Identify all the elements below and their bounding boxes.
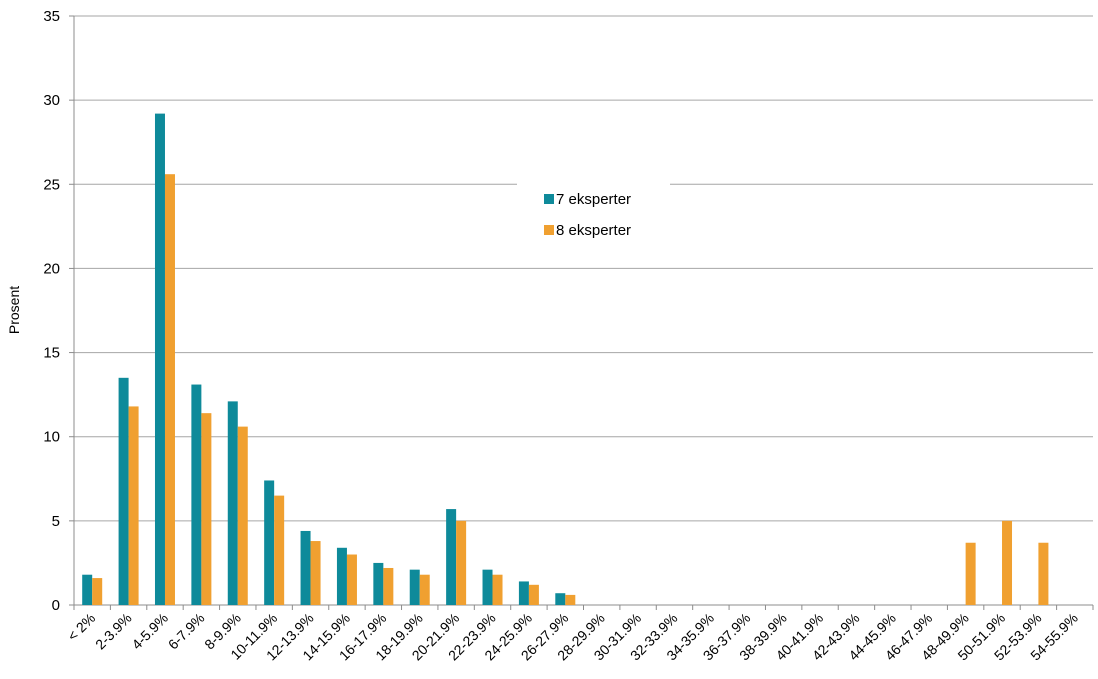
bar-series-2-1 <box>128 406 139 605</box>
bar-series-2-12 <box>528 584 539 605</box>
bar-series-1-1 <box>118 377 129 605</box>
bar-series-1-8 <box>373 562 384 605</box>
bar-series-2-8 <box>383 567 394 605</box>
y-tick-label: 35 <box>43 8 60 25</box>
bar-series-2-26 <box>1038 542 1049 605</box>
bar-series-2-0 <box>92 578 103 605</box>
bar-series-2-25 <box>1002 520 1013 605</box>
bar-series-1-10 <box>446 509 457 605</box>
legend-swatch-2 <box>544 225 554 235</box>
bar-series-2-7 <box>346 554 357 605</box>
x-tick-label: 4-5.9% <box>128 610 171 653</box>
bar-series-2-11 <box>492 574 503 605</box>
x-axis: < 2%2-3.9%4-5.9%6-7.9%8-9.9%10-11.9%12-1… <box>64 604 1094 664</box>
gridlines <box>74 15 1093 522</box>
y-tick-label: 0 <box>52 597 60 614</box>
bar-series-1-3 <box>191 384 202 605</box>
bars <box>82 113 1049 605</box>
y-tick-label: 15 <box>43 345 60 362</box>
y-axis: 0 5 10 15 20 25 30 35 <box>43 8 75 614</box>
bar-series-1-4 <box>227 401 238 605</box>
y-tick-label: 10 <box>43 429 60 446</box>
bar-series-2-10 <box>456 520 467 605</box>
bar-series-1-5 <box>264 480 275 605</box>
legend-swatch-1 <box>544 194 554 204</box>
bar-series-1-0 <box>82 574 93 605</box>
x-tick-label: 6-7.9% <box>165 610 208 653</box>
legend: 7 eksperter 8 eksperter <box>517 183 670 253</box>
x-tick-label: 2-3.9% <box>92 610 135 653</box>
bar-series-2-3 <box>201 413 212 605</box>
bar-series-2-24 <box>965 542 976 605</box>
bar-series-2-6 <box>310 541 321 605</box>
bar-series-1-6 <box>300 530 311 605</box>
y-tick-label: 5 <box>52 513 60 530</box>
bar-series-2-2 <box>164 174 175 605</box>
y-tick-label: 30 <box>43 92 60 109</box>
y-axis-title: Prosent <box>6 286 22 334</box>
bar-series-1-13 <box>555 593 566 605</box>
legend-label-1: 7 eksperter <box>556 191 631 208</box>
bar-series-2-9 <box>419 574 430 605</box>
bar-series-1-2 <box>154 113 165 605</box>
bar-series-1-7 <box>336 547 347 605</box>
bar-series-2-13 <box>565 594 576 605</box>
y-tick-label: 20 <box>43 260 60 277</box>
bar-series-2-4 <box>237 426 248 605</box>
legend-label-2: 8 eksperter <box>556 222 631 239</box>
legend-box <box>517 183 670 253</box>
y-tick-label: 25 <box>43 176 60 193</box>
bar-series-1-11 <box>482 569 493 605</box>
bar-series-2-5 <box>274 495 285 605</box>
bar-series-1-12 <box>518 581 529 605</box>
bar-series-1-9 <box>409 569 420 605</box>
